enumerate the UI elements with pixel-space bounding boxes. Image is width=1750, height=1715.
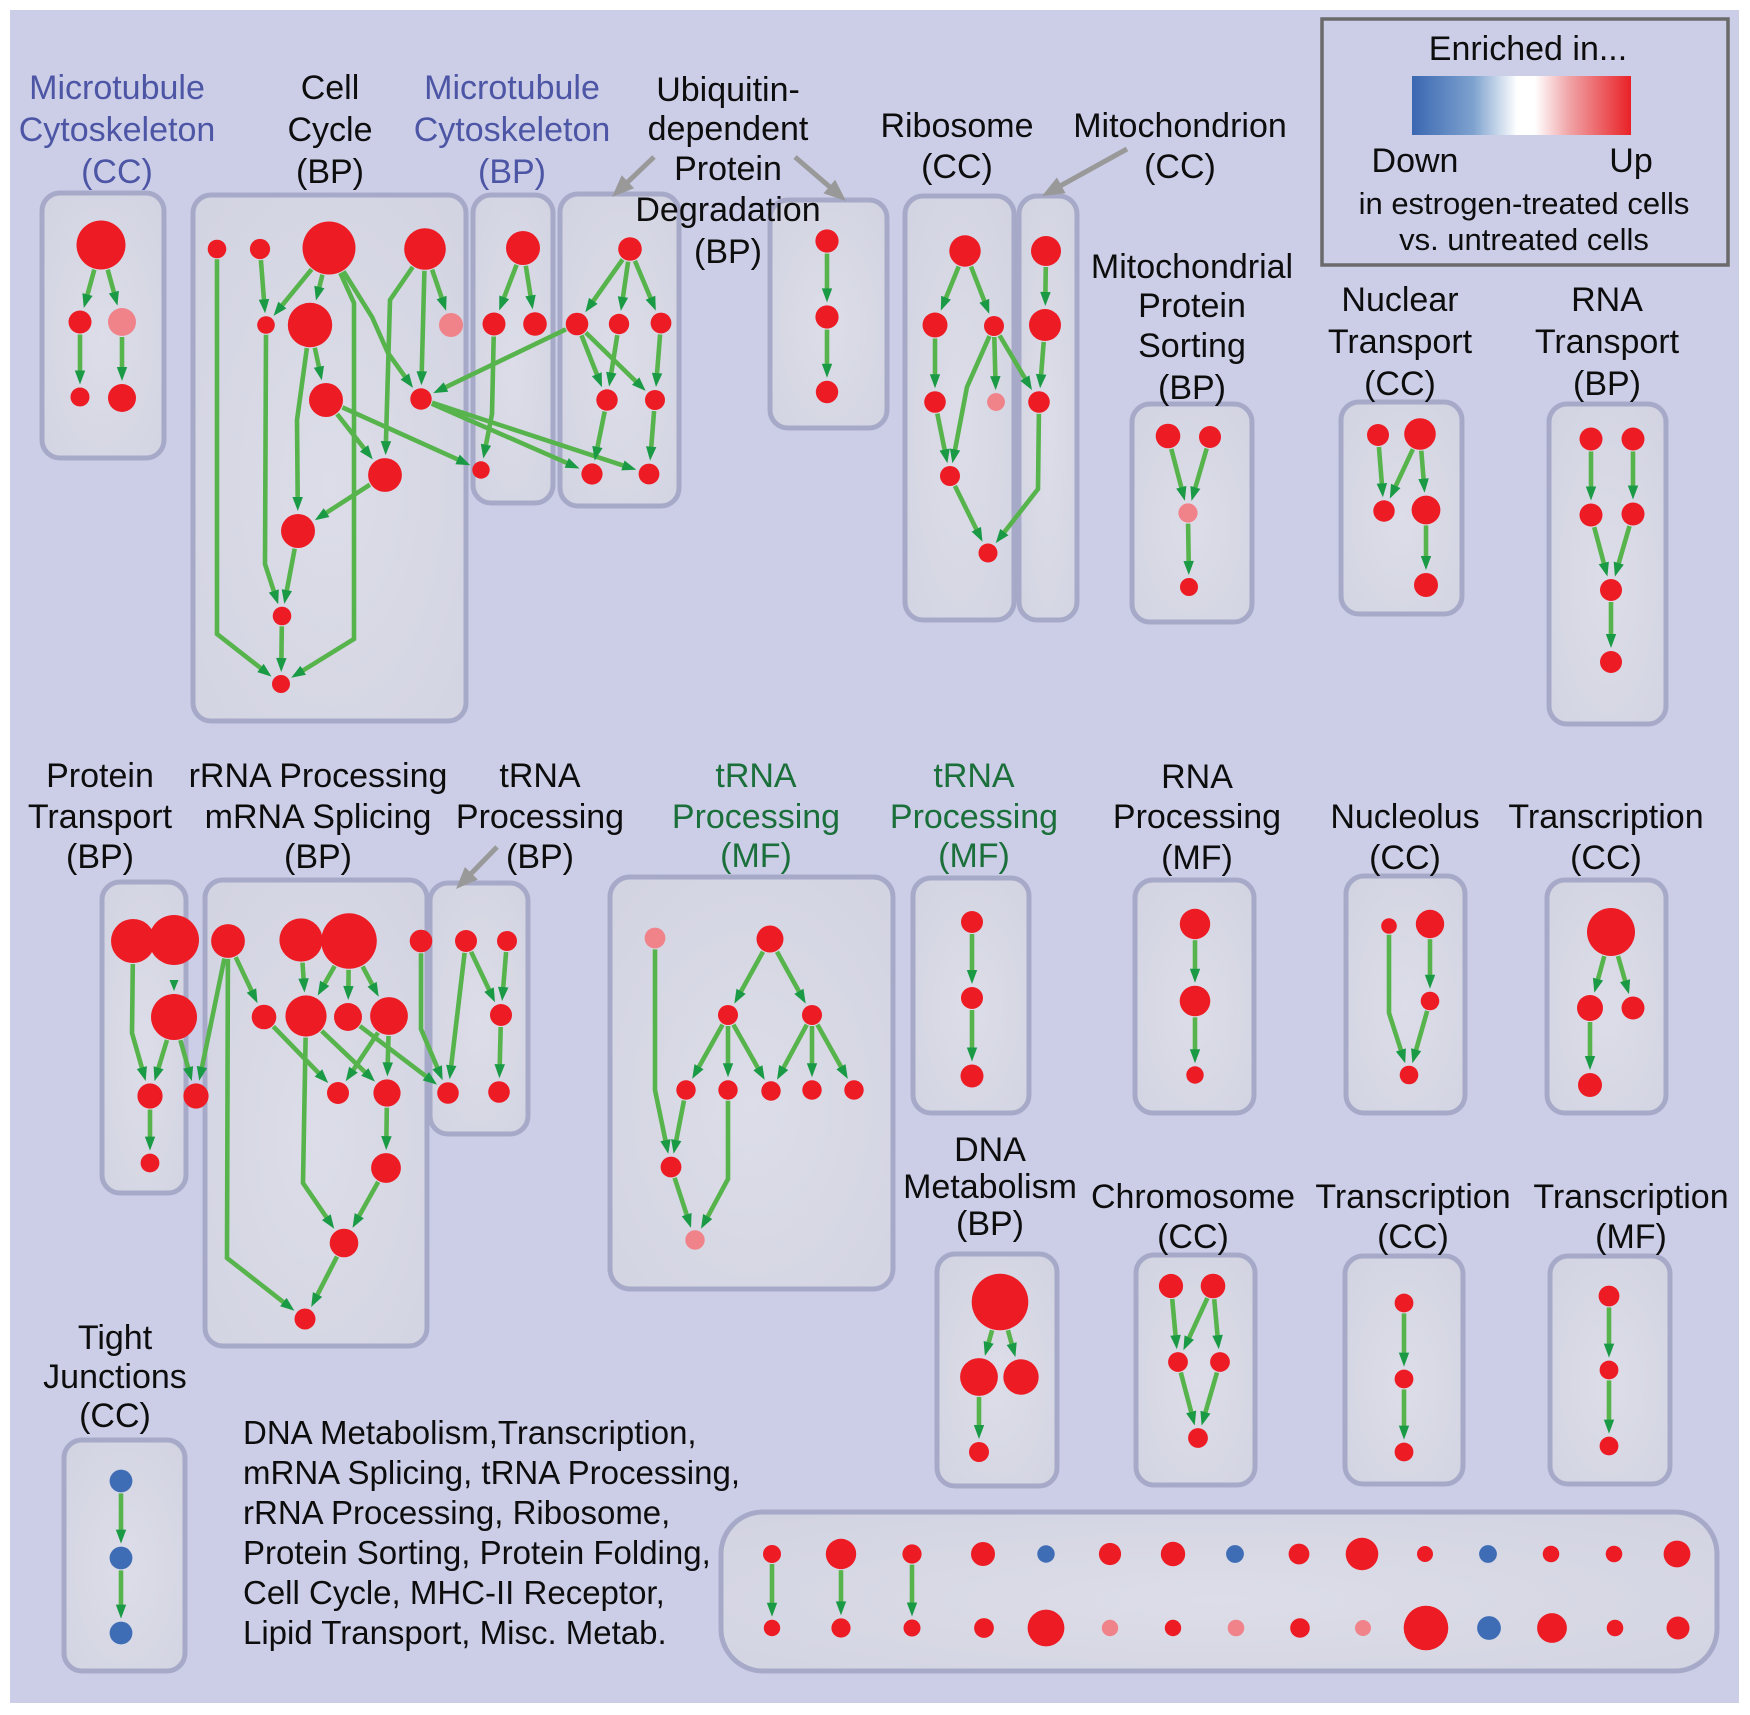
svg-text:Degradation: Degradation (635, 191, 820, 229)
svg-text:Protein: Protein (46, 757, 154, 795)
svg-text:(MF): (MF) (1161, 839, 1233, 877)
svg-text:mRNA Splicing, tRNA Processing: mRNA Splicing, tRNA Processing, (243, 1454, 740, 1491)
svg-text:(CC): (CC) (1144, 148, 1216, 186)
svg-text:Ubiquitin-: Ubiquitin- (656, 71, 800, 109)
svg-text:Transcription: Transcription (1315, 1178, 1510, 1216)
svg-text:Mitochondrion: Mitochondrion (1073, 107, 1287, 145)
svg-text:(CC): (CC) (81, 153, 153, 191)
svg-text:Cell: Cell (301, 69, 360, 107)
svg-text:Processing: Processing (672, 798, 840, 836)
svg-text:Lipid Transport, Misc. Metab.: Lipid Transport, Misc. Metab. (243, 1614, 667, 1651)
svg-text:(MF): (MF) (720, 837, 792, 875)
svg-text:Transcription: Transcription (1533, 1178, 1728, 1216)
svg-text:(BP): (BP) (1573, 365, 1641, 403)
svg-text:(CC): (CC) (1369, 839, 1441, 877)
svg-text:rRNA Processing, Ribosome,: rRNA Processing, Ribosome, (243, 1494, 670, 1531)
svg-text:dependent: dependent (648, 110, 809, 148)
svg-text:(BP): (BP) (1158, 369, 1226, 407)
svg-text:(CC): (CC) (1570, 839, 1642, 877)
svg-text:Down: Down (1372, 142, 1459, 180)
svg-text:Cell Cycle, MHC-II Receptor,: Cell Cycle, MHC-II Receptor, (243, 1574, 665, 1611)
svg-text:Nucleolus: Nucleolus (1330, 798, 1479, 836)
svg-text:DNA Metabolism,Transcription,: DNA Metabolism,Transcription, (243, 1414, 697, 1451)
svg-text:(BP): (BP) (66, 838, 134, 876)
svg-text:(CC): (CC) (1364, 365, 1436, 403)
svg-text:tRNA: tRNA (499, 757, 581, 795)
svg-text:(BP): (BP) (296, 153, 364, 191)
svg-text:(CC): (CC) (921, 148, 993, 186)
svg-text:Transport: Transport (28, 798, 173, 836)
svg-text:mRNA Splicing: mRNA Splicing (205, 798, 432, 836)
svg-text:(BP): (BP) (478, 153, 546, 191)
svg-text:(CC): (CC) (1157, 1218, 1229, 1256)
svg-text:Processing: Processing (1113, 798, 1281, 836)
svg-text:Ribosome: Ribosome (880, 107, 1033, 145)
svg-text:(MF): (MF) (938, 837, 1010, 875)
svg-text:Protein: Protein (674, 150, 782, 188)
svg-text:Sorting: Sorting (1138, 327, 1246, 365)
svg-text:(BP): (BP) (956, 1205, 1024, 1243)
svg-text:Transport: Transport (1328, 323, 1473, 361)
svg-text:Enriched in...: Enriched in... (1429, 30, 1627, 68)
svg-text:Protein Sorting, Protein Foldi: Protein Sorting, Protein Folding, (243, 1534, 711, 1571)
svg-text:Tight: Tight (78, 1319, 153, 1357)
svg-text:Up: Up (1609, 142, 1652, 180)
svg-text:tRNA: tRNA (715, 757, 797, 795)
svg-text:Microtubule: Microtubule (29, 69, 205, 107)
svg-text:(BP): (BP) (694, 233, 762, 271)
svg-text:Nuclear: Nuclear (1341, 281, 1458, 319)
svg-text:in estrogen-treated cells: in estrogen-treated cells (1359, 186, 1690, 221)
svg-text:DNA: DNA (954, 1131, 1026, 1169)
svg-text:(BP): (BP) (284, 838, 352, 876)
svg-text:RNA: RNA (1571, 281, 1643, 319)
svg-text:Transport: Transport (1535, 323, 1680, 361)
svg-text:Junctions: Junctions (43, 1358, 187, 1396)
svg-text:Microtubule: Microtubule (424, 69, 600, 107)
svg-text:Chromosome: Chromosome (1091, 1178, 1295, 1216)
svg-text:(BP): (BP) (506, 838, 574, 876)
svg-text:vs. untreated cells: vs. untreated cells (1399, 222, 1649, 257)
svg-text:(MF): (MF) (1595, 1218, 1667, 1256)
svg-text:rRNA Processing: rRNA Processing (189, 757, 448, 795)
svg-text:Cytoskeleton: Cytoskeleton (414, 111, 611, 149)
svg-text:Processing: Processing (890, 798, 1058, 836)
svg-text:Mitochondrial: Mitochondrial (1091, 248, 1293, 286)
svg-text:tRNA: tRNA (933, 757, 1015, 795)
svg-text:(CC): (CC) (1377, 1218, 1449, 1256)
svg-text:Transcription: Transcription (1508, 798, 1703, 836)
svg-text:(CC): (CC) (79, 1397, 151, 1435)
svg-text:Processing: Processing (456, 798, 624, 836)
svg-text:Cycle: Cycle (287, 111, 372, 149)
svg-text:Protein: Protein (1138, 287, 1246, 325)
svg-text:RNA: RNA (1161, 758, 1233, 796)
svg-text:Cytoskeleton: Cytoskeleton (19, 111, 216, 149)
svg-text:Metabolism: Metabolism (903, 1168, 1077, 1206)
